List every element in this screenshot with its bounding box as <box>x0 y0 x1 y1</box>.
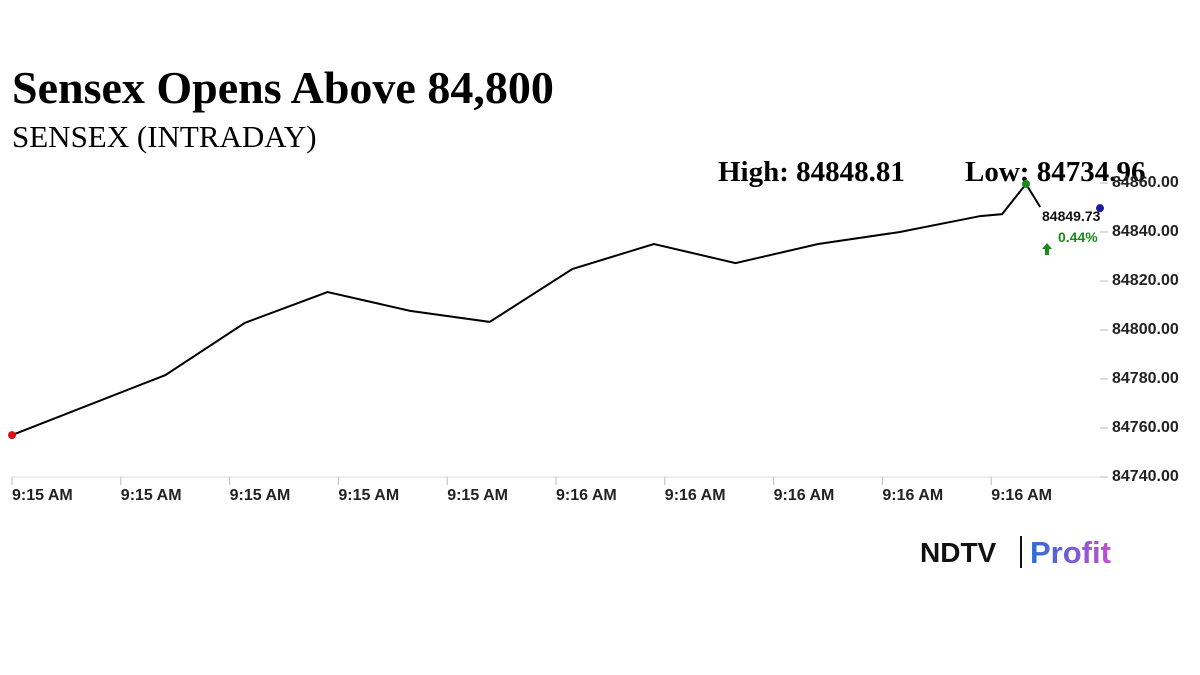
x-tick-label: 9:15 AM <box>121 487 182 504</box>
logo-left: NDTV <box>920 537 997 568</box>
x-tick-label: 9:16 AM <box>882 487 943 504</box>
low-label: Low: 84734.96 <box>965 156 1145 188</box>
last-dot <box>1096 204 1104 213</box>
y-tick-label: 84840.00 <box>1112 223 1179 240</box>
x-tick-label: 9:16 AM <box>774 487 835 504</box>
x-tick-label: 9:16 AM <box>556 487 617 504</box>
last-value-label: 84849.73 <box>1042 208 1101 224</box>
x-tick-label: 9:15 AM <box>447 487 508 504</box>
y-tick-label: 84800.00 <box>1112 321 1179 338</box>
y-tick-label: 84760.00 <box>1112 419 1179 436</box>
logo-right: Profit <box>1030 535 1111 570</box>
x-tick-label: 9:15 AM <box>12 487 73 504</box>
x-tick-label: 9:16 AM <box>665 487 726 504</box>
chart-title: Sensex Opens Above 84,800 <box>12 62 554 113</box>
y-tick-label: 84860.00 <box>1112 174 1179 191</box>
change-label: 0.44% <box>1058 229 1098 245</box>
y-tick-label: 84780.00 <box>1112 370 1179 387</box>
x-tick-label: 9:16 AM <box>991 487 1052 504</box>
high-label: High: 84848.81 <box>718 156 905 188</box>
y-tick-label: 84740.00 <box>1112 468 1179 485</box>
x-tick-label: 9:15 AM <box>338 487 399 504</box>
start-dot <box>8 431 16 440</box>
y-tick-label: 84820.00 <box>1112 272 1179 289</box>
x-tick-label: 9:15 AM <box>230 487 291 504</box>
line <box>11 182 1042 437</box>
high-dot <box>1022 179 1031 188</box>
chart-subtitle: SENSEX (INTRADAY) <box>12 119 317 154</box>
up-arrow-icon <box>1042 243 1052 255</box>
